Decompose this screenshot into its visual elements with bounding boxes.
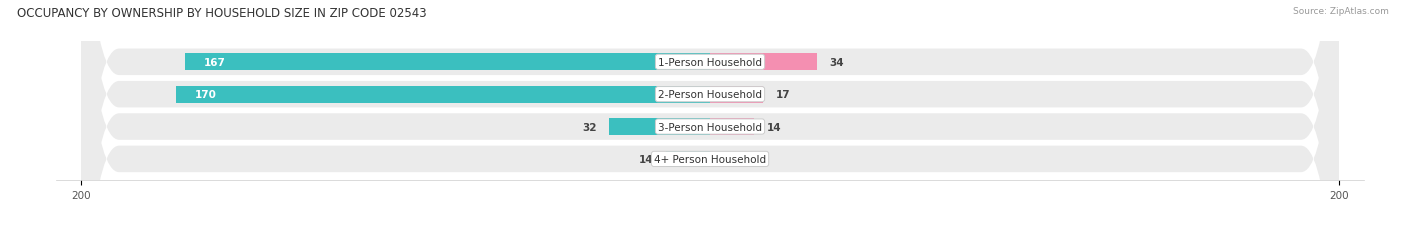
Text: 4+ Person Household: 4+ Person Household [654, 154, 766, 164]
FancyBboxPatch shape [82, 0, 1339, 231]
Bar [710, 119, 754, 135]
Text: 32: 32 [582, 122, 598, 132]
Text: Source: ZipAtlas.com: Source: ZipAtlas.com [1294, 7, 1389, 16]
Text: 0: 0 [723, 154, 730, 164]
Bar [609, 119, 710, 135]
Text: 2-Person Household: 2-Person Household [658, 90, 762, 100]
Bar [666, 151, 710, 168]
Bar [176, 86, 710, 103]
Text: OCCUPANCY BY OWNERSHIP BY HOUSEHOLD SIZE IN ZIP CODE 02543: OCCUPANCY BY OWNERSHIP BY HOUSEHOLD SIZE… [17, 7, 426, 20]
Bar [186, 54, 710, 71]
Text: 170: 170 [194, 90, 217, 100]
FancyBboxPatch shape [82, 0, 1339, 231]
Text: 167: 167 [204, 58, 226, 67]
FancyBboxPatch shape [82, 0, 1339, 231]
Text: 3-Person Household: 3-Person Household [658, 122, 762, 132]
Text: 1-Person Household: 1-Person Household [658, 58, 762, 67]
Text: 34: 34 [830, 58, 844, 67]
Text: 17: 17 [776, 90, 790, 100]
Text: 14: 14 [766, 122, 782, 132]
Text: 14: 14 [638, 154, 654, 164]
Bar [710, 86, 763, 103]
Bar [710, 54, 817, 71]
FancyBboxPatch shape [82, 0, 1339, 231]
